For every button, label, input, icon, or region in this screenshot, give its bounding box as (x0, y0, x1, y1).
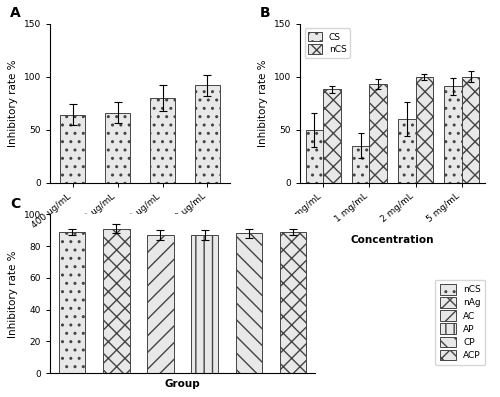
Bar (444, 86, 462, 183)
Bar (195, 85, 220, 183)
Bar (60, 115, 85, 183)
Bar (147, 235, 174, 373)
X-axis label: Group: Group (164, 379, 200, 389)
X-axis label: Concentration: Concentration (351, 235, 434, 245)
Y-axis label: Inhibitory rate %: Inhibitory rate % (8, 60, 18, 147)
Bar (236, 233, 262, 373)
Y-axis label: Inhibitory rate %: Inhibitory rate % (8, 250, 18, 337)
Bar (150, 98, 175, 183)
Text: B: B (260, 6, 270, 21)
Bar (103, 229, 130, 373)
Bar (370, 84, 387, 183)
Text: C: C (10, 197, 20, 211)
Bar (280, 232, 306, 373)
Bar (105, 113, 130, 183)
Bar (352, 146, 370, 183)
Bar (192, 235, 218, 373)
Legend: CS, nCS: CS, nCS (304, 28, 350, 58)
Bar (398, 119, 415, 183)
X-axis label: Concentration: Concentration (98, 241, 182, 251)
Bar (306, 130, 323, 183)
Bar (416, 77, 433, 183)
Bar (323, 89, 340, 183)
Text: A: A (10, 6, 21, 21)
Bar (59, 232, 86, 373)
Legend: nCS, nAg, AC, AP, CP, ACP: nCS, nAg, AC, AP, CP, ACP (435, 279, 486, 365)
Y-axis label: Inhibitory rate %: Inhibitory rate % (258, 60, 268, 147)
Bar (462, 77, 479, 183)
